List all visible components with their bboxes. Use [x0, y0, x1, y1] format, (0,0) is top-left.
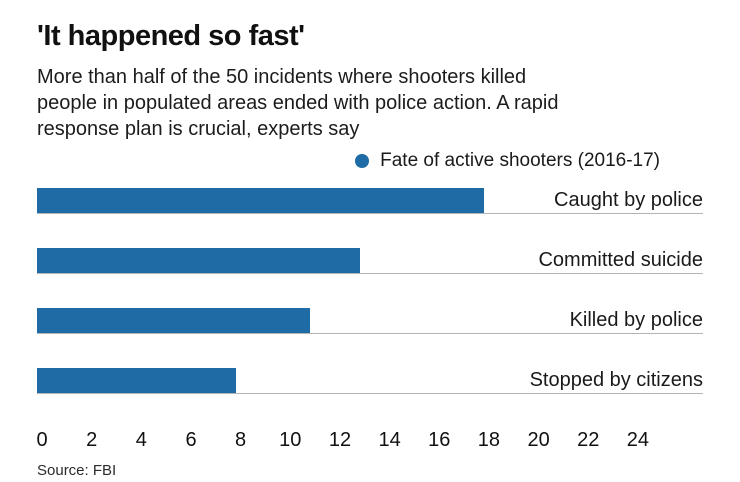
x-axis-tick-label: 20 — [527, 429, 550, 451]
x-axis-tick-label: 6 — [185, 429, 197, 451]
subtitle-line: response plan is crucial, experts say — [37, 118, 360, 140]
bar-row: Killed by police — [37, 308, 703, 334]
x-axis-tick-label: 22 — [577, 429, 600, 451]
bar — [37, 308, 311, 333]
chart-legend: Fate of active shooters (2016-17) — [37, 150, 703, 172]
bar-category-label: Committed suicide — [528, 248, 703, 273]
x-axis-tick-label: 18 — [477, 429, 501, 451]
x-axis-tick-label: 12 — [328, 429, 352, 451]
x-axis-tick-label: 16 — [428, 429, 451, 451]
bar-category-label: Killed by police — [559, 308, 703, 333]
bar — [37, 248, 360, 273]
x-axis-tick-label: 14 — [378, 429, 401, 451]
x-axis-tick-label: 4 — [135, 429, 147, 451]
x-axis-tick-label: 0 — [36, 429, 48, 451]
source-attribution: Source: FBI — [37, 462, 117, 479]
legend-label: Fate of active shooters (2016-17) — [380, 150, 660, 171]
bar-category-label: Caught by police — [544, 188, 703, 213]
bar — [37, 368, 236, 393]
subtitle-line: More than half of the 50 incidents where… — [37, 66, 527, 88]
x-axis-tick-label: 24 — [626, 429, 650, 451]
x-axis-tick-label: 10 — [279, 429, 302, 451]
legend-dot-icon — [355, 154, 370, 168]
page-title: 'It happened so fast' — [37, 20, 305, 52]
bar-row: Caught by police — [37, 188, 703, 214]
bar-chart: Caught by police Committed suicide Kille… — [37, 188, 703, 394]
bar-row: Committed suicide — [37, 248, 703, 274]
x-axis-tick-label: 2 — [86, 429, 98, 451]
chart-subtitle: More than half of the 50 incidents where… — [37, 64, 703, 142]
bar-row: Stopped by citizens — [37, 368, 703, 394]
bar — [37, 188, 484, 213]
x-axis-tick-label: 8 — [235, 429, 247, 451]
subtitle-line: people in populated areas ended with pol… — [37, 92, 559, 114]
x-axis: 0 2 4 6 8 10 12 14 16 18 20 22 24 — [36, 428, 703, 452]
bar-category-label: Stopped by citizens — [519, 368, 703, 393]
